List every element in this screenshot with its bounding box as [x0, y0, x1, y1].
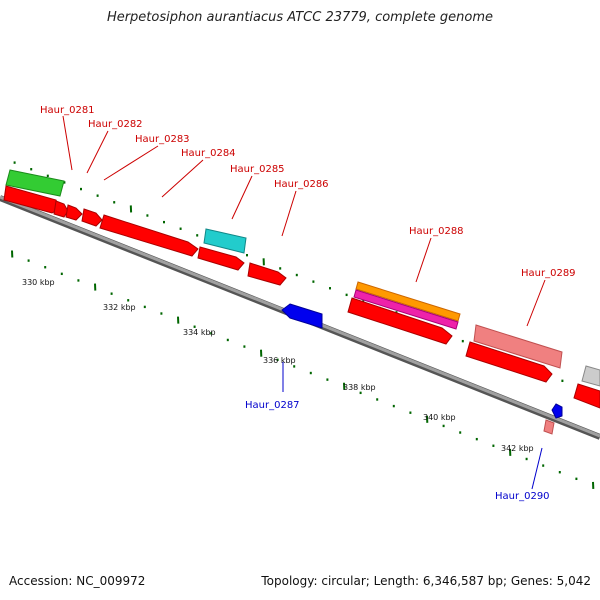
feature-cyan[interactable] [203, 228, 247, 254]
gene-label-haur-0290[interactable]: Haur_0290 [495, 491, 550, 502]
cds-right-edge[interactable] [573, 383, 600, 409]
feature-green[interactable] [5, 169, 65, 197]
leader-line [415, 237, 432, 283]
gene-label-haur-0289[interactable]: Haur_0289 [521, 268, 576, 279]
feature-small-pink[interactable] [543, 419, 555, 435]
gene-label-haur-0281[interactable]: Haur_0281 [40, 105, 95, 116]
gene-label-haur-0285[interactable]: Haur_0285 [230, 164, 285, 175]
gene-label-haur-0286[interactable]: Haur_0286 [274, 179, 329, 190]
accession-text: Accession: NC_009972 [9, 574, 146, 588]
kbp-label: 334 kbp [183, 328, 216, 337]
leader-line [281, 190, 297, 237]
gene-labels: Haur_0281 Haur_0282 Haur_0283 Haur_0284 Haur… [40, 105, 576, 502]
cds-haur-0284[interactable] [81, 208, 103, 227]
leader-line [103, 145, 159, 181]
map-title: Herpetosiphon aurantiacus ATCC 23779, co… [106, 10, 494, 25]
kbp-label: 336 kbp [263, 356, 296, 365]
leader-line [86, 130, 109, 174]
feature-orange[interactable] [355, 281, 461, 322]
cds-haur-0286b[interactable] [247, 262, 287, 286]
cds-haur-0287[interactable] [281, 303, 323, 329]
leader-line [231, 175, 253, 220]
feature-pink[interactable] [473, 324, 563, 369]
kbp-label: 338 kbp [343, 383, 376, 392]
cds-haur-0288[interactable] [347, 297, 453, 345]
gene-label-haur-0282[interactable]: Haur_0282 [88, 119, 143, 130]
feature-gray[interactable] [581, 365, 600, 387]
kbp-label: 342 kbp [501, 444, 534, 453]
cds-haur-0289[interactable] [465, 341, 553, 383]
leader-line [161, 159, 204, 198]
kbp-label: 332 kbp [103, 303, 136, 312]
feature-magenta[interactable] [353, 289, 459, 330]
cds-haur-0290[interactable] [551, 403, 563, 419]
leader-line [526, 279, 546, 327]
gene-label-haur-0283[interactable]: Haur_0283 [135, 134, 190, 145]
label-leader-lines [62, 115, 546, 490]
gene-label-haur-0288[interactable]: Haur_0288 [409, 226, 464, 237]
cds-haur-0286a[interactable] [197, 246, 245, 271]
feature-track [3, 169, 600, 435]
gene-label-haur-0287[interactable]: Haur_0287 [245, 400, 300, 411]
topology-summary: Topology: circular; Length: 6,346,587 bp… [261, 574, 591, 588]
lower-dot-ruler [11, 250, 595, 489]
cds-haur-0283[interactable] [65, 204, 83, 221]
cds-haur-0285[interactable] [99, 214, 199, 257]
kbp-label: 330 kbp [22, 278, 55, 287]
kbp-labels: 330 kbp 332 kbp 334 kbp 336 kbp 338 kbp 340 k… [22, 278, 534, 453]
leader-line [62, 115, 73, 171]
leader-line [531, 447, 543, 490]
kbp-label: 340 kbp [423, 413, 456, 422]
gene-label-haur-0284[interactable]: Haur_0284 [181, 148, 236, 159]
